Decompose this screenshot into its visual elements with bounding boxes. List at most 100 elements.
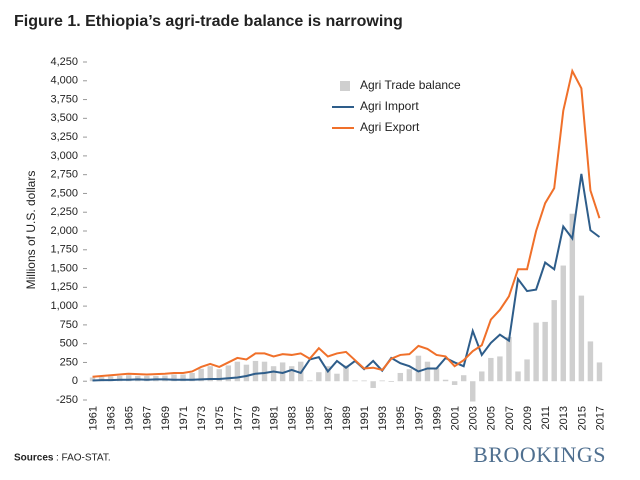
x-tick-label: 2005 [486, 406, 498, 430]
bar [524, 359, 530, 382]
bar [334, 373, 340, 382]
x-tick-label: 1963 [106, 406, 118, 430]
x-tick-label: 2011 [540, 406, 552, 430]
bar [343, 365, 349, 382]
bar [261, 361, 268, 382]
bar [107, 376, 114, 382]
y-tick-label: 2,000 [50, 225, 78, 237]
y-tick-label: 2,750 [50, 169, 78, 181]
bar [198, 368, 204, 382]
bar [325, 366, 331, 382]
x-tick-label: 1977 [232, 406, 244, 430]
bar [370, 381, 376, 388]
y-tick-label: 3,500 [50, 112, 78, 124]
bar [279, 362, 286, 382]
y-tick-label: 2,500 [50, 187, 78, 199]
x-tick-label: 2009 [522, 406, 534, 430]
x-tick-label: 1979 [250, 406, 262, 430]
x-tick-label: 1987 [323, 406, 335, 430]
y-tick-label: 1,250 [50, 281, 78, 293]
bar [460, 375, 467, 382]
x-tick-label: 1993 [377, 406, 389, 430]
sources-text: : FAO-STAT. [56, 453, 111, 464]
x-tick-label: 1975 [214, 406, 226, 430]
bar [144, 375, 150, 382]
bar [189, 372, 195, 382]
y-tick-label: 3,750 [50, 93, 78, 105]
y-tick-label: 4,000 [50, 75, 78, 87]
y-tick-label: 3,250 [50, 131, 78, 143]
bar [515, 371, 521, 382]
legend-label: Agri Import [360, 99, 419, 113]
x-tick-label: 2017 [594, 406, 606, 430]
bar [180, 374, 186, 382]
bar [243, 364, 250, 382]
x-tick-label: 1969 [160, 406, 172, 430]
bar [288, 366, 295, 382]
y-axis-label: Millions of U.S. dollars [24, 171, 38, 290]
bar [270, 366, 277, 382]
bar [307, 380, 313, 382]
x-tick-label: 2001 [450, 406, 462, 430]
y-tick-label: 4,250 [50, 56, 78, 68]
x-tick-label: 1983 [287, 406, 299, 430]
bar [388, 381, 394, 382]
bar [126, 375, 132, 382]
bar [424, 361, 431, 382]
legend-swatch [340, 81, 350, 91]
bar [89, 377, 96, 382]
bar [479, 371, 485, 382]
bar [551, 300, 557, 382]
y-tick-label: 250 [60, 356, 78, 368]
x-tick-label: 1985 [305, 406, 317, 430]
y-tick-label: 1,750 [50, 244, 78, 256]
bar [451, 381, 458, 385]
y-tick-label: 1,000 [50, 300, 78, 312]
bar [596, 362, 603, 382]
bar [433, 367, 440, 382]
bar [225, 365, 232, 382]
legend-label: Agri Export [360, 120, 420, 134]
x-tick-label: 1997 [413, 406, 425, 430]
bar [506, 336, 512, 382]
bar [569, 213, 576, 382]
bar [352, 380, 358, 382]
bar [560, 265, 566, 382]
legend-label: Agri Trade balance [360, 78, 461, 92]
y-tick-label: -250 [56, 394, 78, 406]
bar [406, 369, 413, 382]
x-tick-label: 1967 [142, 406, 154, 430]
bar [316, 372, 322, 382]
brand: BROOKINGS [473, 442, 606, 467]
bar [497, 356, 503, 382]
bar [442, 379, 449, 382]
bar [171, 374, 177, 382]
x-tick-label: 1999 [431, 406, 443, 430]
x-tick-label: 1981 [268, 406, 280, 430]
bar [415, 355, 422, 382]
y-tick-label: 1,500 [50, 262, 78, 274]
bar [578, 295, 585, 382]
bar [207, 366, 213, 382]
line [92, 68, 601, 378]
bar [379, 380, 385, 382]
x-tick-label: 1973 [196, 406, 208, 430]
y-tick-label: 500 [60, 338, 78, 350]
x-tick-label: 1961 [87, 406, 99, 430]
x-tick-label: 1971 [178, 406, 190, 430]
y-tick-label: 750 [60, 319, 78, 331]
bar [252, 360, 259, 382]
x-tick-label: 2007 [504, 406, 516, 430]
x-tick-label: 1995 [395, 406, 407, 430]
bar [361, 380, 367, 382]
x-tick-label: 1989 [341, 406, 353, 430]
x-tick-label: 1991 [359, 406, 371, 430]
line [92, 173, 601, 382]
bar [587, 341, 594, 382]
y-tick-label: 2,250 [50, 206, 78, 218]
bar [533, 322, 539, 382]
chart-title: Figure 1. Ethiopia’s agri-trade balance … [14, 13, 403, 30]
bar [234, 361, 241, 382]
